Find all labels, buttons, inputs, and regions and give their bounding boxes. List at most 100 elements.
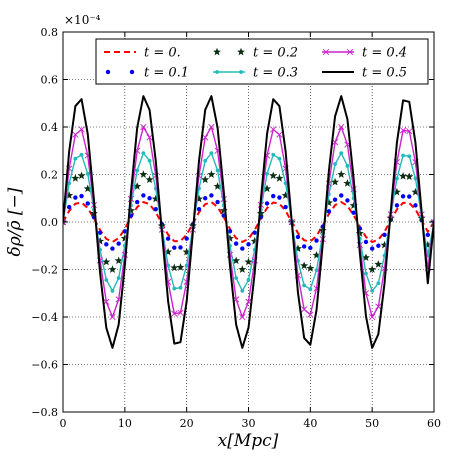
legend-marker xyxy=(346,48,354,56)
data-point xyxy=(79,152,84,157)
data-point xyxy=(232,256,241,265)
legend-entry: t = 0.1 xyxy=(105,66,189,81)
series-5 xyxy=(63,95,434,349)
data-point xyxy=(293,244,302,252)
data-point xyxy=(65,191,74,199)
data-point xyxy=(307,311,314,318)
data-point xyxy=(337,170,346,178)
data-point xyxy=(207,170,216,178)
data-point xyxy=(345,198,350,203)
data-point xyxy=(133,182,142,190)
data-point xyxy=(195,194,204,203)
data-point xyxy=(252,230,257,235)
data-point xyxy=(339,151,344,156)
data-point xyxy=(246,278,251,282)
data-point xyxy=(406,128,413,135)
data-point xyxy=(425,232,431,238)
data-point xyxy=(78,126,85,133)
y-tick-label: 0.2 xyxy=(41,169,59,182)
data-point xyxy=(79,193,84,199)
legend-marker xyxy=(215,70,219,74)
data-point xyxy=(203,158,208,163)
y-tick-label: −0.2 xyxy=(31,264,58,277)
data-point xyxy=(141,193,146,198)
data-point xyxy=(395,176,399,181)
data-point xyxy=(331,177,340,186)
data-point xyxy=(239,313,246,321)
data-point xyxy=(392,187,401,196)
data-point xyxy=(308,287,313,292)
data-point xyxy=(430,218,434,226)
data-point xyxy=(72,131,79,138)
data-point xyxy=(368,265,377,273)
data-point xyxy=(271,152,276,157)
legend-entry: t = 0.5 xyxy=(322,66,407,81)
data-point xyxy=(407,194,412,199)
y-tick-label: 0.6 xyxy=(41,74,59,87)
y-tick-label: −0.8 xyxy=(31,406,58,419)
axis-ticks: 0 10 20 30 40 50 60 −0.8 −0.6 −0.4 −0.2 0.0 0.2 0.4 0.… xyxy=(31,26,441,430)
data-point xyxy=(116,276,121,280)
data-point xyxy=(201,175,210,184)
data-point xyxy=(271,193,276,199)
data-point xyxy=(338,123,345,131)
legend-box xyxy=(95,38,429,85)
data-point xyxy=(71,174,80,182)
data-point xyxy=(135,168,140,173)
data-point xyxy=(407,154,412,159)
data-point xyxy=(238,265,247,273)
series-3 xyxy=(63,151,434,293)
data-point xyxy=(301,244,307,249)
data-point xyxy=(339,193,344,198)
data-point xyxy=(269,171,278,180)
data-point xyxy=(178,245,183,250)
data-point xyxy=(295,234,301,240)
data-point xyxy=(208,123,215,131)
data-point xyxy=(108,265,117,273)
data-point xyxy=(324,198,333,207)
data-point xyxy=(376,281,381,286)
data-point xyxy=(250,237,259,245)
data-point xyxy=(209,193,214,198)
data-point xyxy=(83,184,92,193)
data-point xyxy=(73,156,78,161)
data-point xyxy=(413,176,418,181)
legend-label: t = 0.4 xyxy=(362,46,407,61)
data-point xyxy=(172,245,177,250)
x-tick-label: 40 xyxy=(303,417,317,430)
data-point xyxy=(109,313,116,321)
data-point xyxy=(227,229,233,234)
data-point xyxy=(375,303,382,310)
data-point xyxy=(244,257,253,266)
y-tick-label: 0.0 xyxy=(41,216,59,229)
data-point xyxy=(376,243,381,248)
legend-marker xyxy=(237,47,245,56)
legend-entry: t = 0.3 xyxy=(213,66,298,81)
data-point xyxy=(314,238,319,243)
data-point xyxy=(104,278,109,282)
data-point xyxy=(401,153,405,158)
data-point xyxy=(66,204,72,210)
data-point xyxy=(177,309,184,316)
legend-entry: t = 0.2 xyxy=(213,46,298,61)
data-point xyxy=(184,236,189,241)
data-point xyxy=(85,201,90,206)
y-tick-label: 0.8 xyxy=(41,26,59,39)
legend-entry: t = 0.4 xyxy=(322,46,407,61)
data-point xyxy=(345,164,350,168)
data-point xyxy=(355,229,364,237)
x-tick-label: 60 xyxy=(427,417,441,430)
data-point xyxy=(270,126,277,133)
data-point xyxy=(213,182,222,190)
data-point xyxy=(364,271,368,276)
x-tick-label: 10 xyxy=(118,417,132,430)
data-point xyxy=(283,204,288,210)
data-point xyxy=(182,247,191,256)
data-point xyxy=(370,288,375,293)
data-point xyxy=(147,158,152,163)
data-point xyxy=(332,197,338,202)
data-point xyxy=(369,313,376,321)
data-point xyxy=(178,285,183,290)
data-point xyxy=(110,288,115,293)
